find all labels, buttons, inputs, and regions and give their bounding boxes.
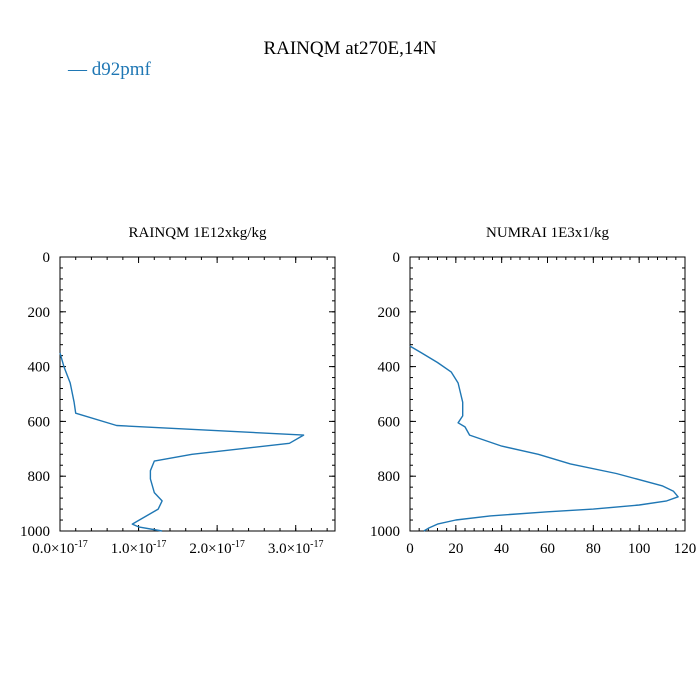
x-tick-label: 0 bbox=[406, 541, 414, 557]
rainqm-panel: RAINQM 1E12xkg/kg 0 200 400 600 800 10000.0×10… bbox=[20, 225, 336, 557]
x-tick-label: 80 bbox=[586, 541, 601, 557]
x-tick-label: 0.0×10-17 bbox=[32, 539, 88, 557]
numrai-panel: NUMRAI 1E3x1/kg 0 200 400 600 800 1000 0 20 40 60 8… bbox=[370, 225, 696, 557]
legend-label: d92pmf bbox=[92, 59, 152, 80]
y-tick-label: 400 bbox=[28, 360, 51, 376]
y-tick-label: 0 bbox=[43, 250, 51, 266]
y-tick-label: 600 bbox=[378, 414, 401, 430]
y-tick-label: 1000 bbox=[370, 524, 400, 540]
plot-frame bbox=[59, 256, 336, 532]
x-tick-label: 20 bbox=[448, 541, 463, 557]
x-tick-label: 100 bbox=[628, 541, 651, 557]
y-tick-label: 800 bbox=[28, 469, 51, 485]
x-tick-label: 60 bbox=[540, 541, 555, 557]
panel-title: NUMRAI 1E3x1/kg bbox=[486, 225, 609, 241]
y-tick-label: 600 bbox=[28, 414, 51, 430]
y-tick-label: 800 bbox=[378, 469, 401, 485]
plot-frame bbox=[409, 256, 686, 532]
y-tick-label: 200 bbox=[378, 305, 401, 321]
series-line bbox=[409, 345, 679, 532]
panel-title: RAINQM 1E12xkg/kg bbox=[129, 225, 267, 241]
figure-title: RAINQM at270E,14N bbox=[263, 38, 436, 59]
y-tick-label: 200 bbox=[28, 305, 51, 321]
legend-entry: — d92pmf bbox=[67, 59, 152, 80]
y-tick-label: 0 bbox=[393, 250, 401, 266]
x-tick-label: 1.0×10-17 bbox=[111, 539, 167, 557]
series-line bbox=[59, 352, 305, 532]
y-tick-label: 1000 bbox=[20, 524, 50, 540]
x-tick-label: 2.0×10-17 bbox=[189, 539, 245, 557]
legend: — d92pmf bbox=[67, 59, 152, 80]
x-tick-label: 3.0×10-17 bbox=[268, 539, 324, 557]
legend-dash: — bbox=[67, 59, 92, 80]
x-tick-label: 40 bbox=[494, 541, 509, 557]
y-tick-label: 400 bbox=[378, 360, 401, 376]
x-tick-label: 120 bbox=[674, 541, 697, 557]
